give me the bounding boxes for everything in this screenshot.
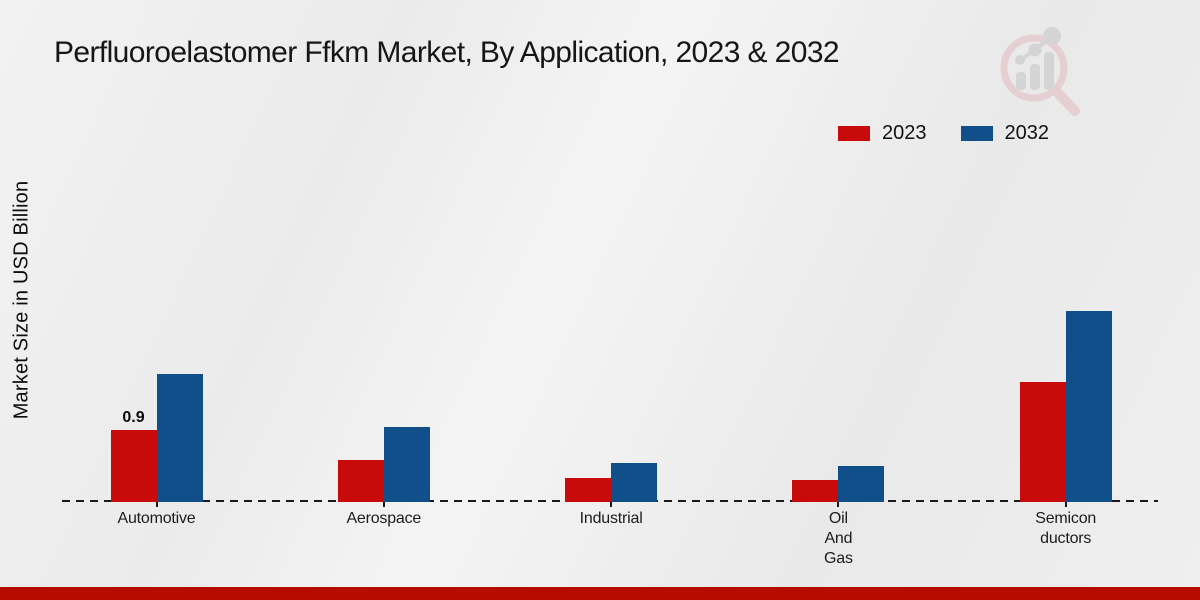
x-tick-label-industrial: Industrial (579, 510, 643, 527)
legend-item-2032: 2032 (960, 122, 1050, 145)
bar-2023-automotive (110, 430, 157, 502)
legend-label-2023: 2023 (882, 122, 927, 144)
x-tick-oil-and-gas (837, 502, 840, 507)
logo-bar-small (1016, 72, 1026, 90)
logo-dot-3 (1043, 27, 1061, 45)
bar-2023-aerospace (337, 460, 384, 502)
x-tick-semiconductors (1064, 502, 1067, 507)
x-tick-label-automotive: Automotive (117, 510, 196, 527)
x-tick-aerospace (382, 502, 385, 507)
logo-bar-large (1044, 52, 1054, 90)
bar-value-label-2023-automotive: 0.9 (122, 409, 145, 426)
legend-item-2023: 2023 (838, 122, 927, 145)
logo-bar-medium (1030, 64, 1040, 90)
logo-dot-2 (1028, 43, 1042, 57)
legend: 2023 2032 (838, 122, 1049, 145)
x-tick-automotive (155, 502, 158, 507)
page-title: Perfluoroelastomer Ffkm Market, By Appli… (54, 36, 840, 69)
x-tick-label-semiconductors: Semicon ductors (1035, 510, 1097, 547)
bar-2023-semiconductors (1019, 382, 1066, 502)
brand-logo-watermark (1000, 27, 1080, 116)
bar-2032-semiconductors (1065, 311, 1112, 502)
legend-swatch-2023 (838, 126, 870, 141)
bar-2032-automotive (156, 374, 203, 502)
bar-2032-oil-and-gas (838, 466, 885, 502)
legend-label-2032: 2032 (1004, 122, 1050, 144)
x-tick-label-oil-and-gas: Oil And Gas (824, 510, 853, 567)
legend-swatch-2032 (960, 126, 993, 141)
x-tick-industrial (610, 502, 613, 507)
bar-2023-oil-and-gas (792, 480, 839, 502)
magnifier-ring-icon (1000, 34, 1068, 102)
logo-dot-1 (1015, 55, 1025, 65)
magnifier-handle-icon (1051, 86, 1080, 116)
footer-accent-bar (0, 587, 1200, 600)
bar-2032-industrial (611, 463, 658, 502)
bar-2023-industrial (565, 478, 612, 502)
bar-2032-aerospace (383, 427, 430, 502)
x-tick-label-aerospace: Aerospace (346, 510, 422, 527)
